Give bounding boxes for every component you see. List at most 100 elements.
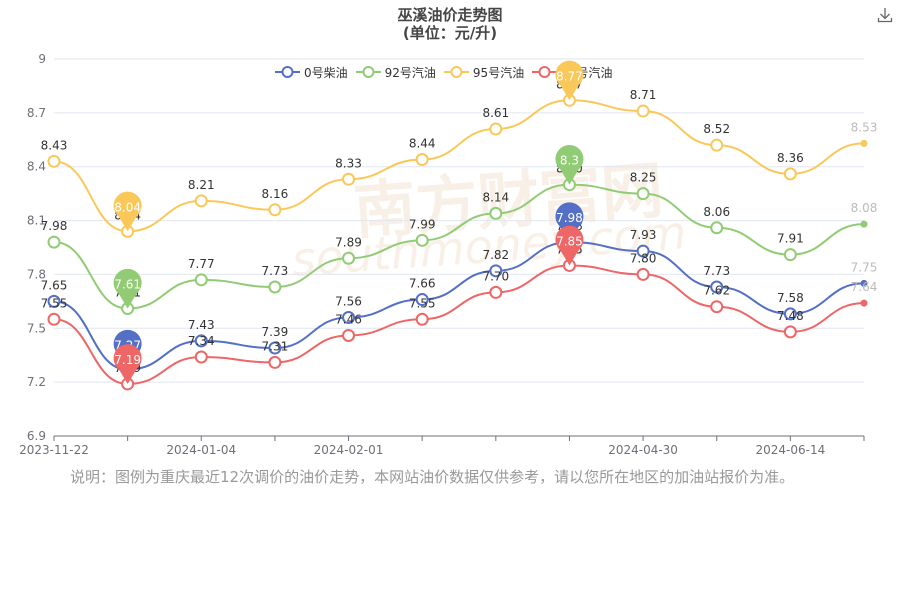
data-label: 7.80 <box>630 251 657 265</box>
y-tick-label: 8.4 <box>27 160 46 174</box>
data-point[interactable] <box>415 233 429 247</box>
data-label: 7.73 <box>262 264 289 278</box>
data-point[interactable] <box>47 235 61 249</box>
x-tick-label: 2024-02-01 <box>314 443 384 457</box>
data-point[interactable] <box>860 299 868 307</box>
data-point[interactable] <box>268 341 282 355</box>
data-point[interactable] <box>783 248 797 262</box>
data-label: 7.31 <box>262 339 289 353</box>
mark-pin: 7.98 <box>555 202 584 243</box>
legend-item-2[interactable]: 95号汽油 <box>443 64 525 81</box>
data-label: 8.08 <box>851 201 878 215</box>
data-label: 7.62 <box>703 284 730 298</box>
data-point[interactable] <box>194 334 208 348</box>
data-label: 8.43 <box>41 138 68 152</box>
pin-label: 7.85 <box>556 234 583 248</box>
data-point[interactable] <box>860 279 868 287</box>
y-tick-label: 7.8 <box>27 267 46 281</box>
data-label: 7.46 <box>335 312 362 326</box>
data-point[interactable] <box>783 167 797 181</box>
data-point[interactable] <box>860 139 868 147</box>
series-line <box>53 99 865 233</box>
data-point[interactable] <box>194 273 208 287</box>
data-point[interactable] <box>342 172 356 186</box>
data-point[interactable] <box>710 280 724 294</box>
data-label: 7.75 <box>851 260 878 274</box>
pin-label: 7.19 <box>114 353 141 367</box>
pin-shape <box>555 144 584 185</box>
y-tick-label: 8.7 <box>27 106 46 120</box>
data-point[interactable] <box>415 293 429 307</box>
data-label: 8.06 <box>703 205 730 219</box>
legend-marker <box>443 66 469 78</box>
mark-pin: 7.61 <box>113 268 142 309</box>
data-point[interactable] <box>47 294 61 308</box>
data-point[interactable] <box>710 221 724 235</box>
data-label: 7.70 <box>482 269 509 283</box>
mark-pin: 7.85 <box>555 225 584 266</box>
data-label: 7.91 <box>777 232 804 246</box>
data-point[interactable] <box>415 153 429 167</box>
legend-marker <box>275 66 300 78</box>
data-point[interactable] <box>342 311 356 325</box>
data-point[interactable] <box>636 104 650 118</box>
data-label: 8.61 <box>482 106 509 120</box>
data-label: 8.71 <box>630 88 657 102</box>
data-point[interactable] <box>489 285 503 299</box>
data-label: 7.65 <box>41 278 68 292</box>
legend-item-1[interactable]: 92号汽油 <box>355 64 436 81</box>
data-point[interactable] <box>268 203 282 217</box>
mark-pin: 8.3 <box>555 144 584 185</box>
data-label: 7.58 <box>777 291 804 305</box>
data-point[interactable] <box>342 328 356 342</box>
data-label: 8.25 <box>630 171 657 185</box>
mark-pin: 8.77 <box>555 60 584 101</box>
data-point[interactable] <box>860 220 868 228</box>
data-point[interactable] <box>636 267 650 281</box>
data-point[interactable] <box>489 264 503 278</box>
data-label: 7.48 <box>777 309 804 323</box>
data-point[interactable] <box>489 206 503 220</box>
data-point[interactable] <box>489 122 503 136</box>
y-tick-label: 6.9 <box>27 429 46 443</box>
series-1: 7.987.617.777.737.897.998.148.308.258.06… <box>41 162 878 316</box>
data-point[interactable] <box>415 312 429 326</box>
data-label: 7.77 <box>188 257 215 271</box>
pin-label: 8.04 <box>114 200 141 214</box>
data-point[interactable] <box>268 355 282 369</box>
data-point[interactable] <box>268 280 282 294</box>
data-label: 8.14 <box>482 190 509 204</box>
chart-title: 巫溪油价走势图 <box>397 6 503 24</box>
pin-shape <box>555 225 584 266</box>
data-point[interactable] <box>710 300 724 314</box>
data-point[interactable] <box>783 325 797 339</box>
data-label: 7.56 <box>335 295 362 309</box>
data-point[interactable] <box>636 187 650 201</box>
data-point[interactable] <box>47 154 61 168</box>
mark-pin: 8.04 <box>113 191 142 232</box>
data-point[interactable] <box>194 194 208 208</box>
data-point[interactable] <box>710 138 724 152</box>
chart-subtitle: (单位：元/升) <box>402 24 498 42</box>
data-point[interactable] <box>194 350 208 364</box>
data-point[interactable] <box>47 312 61 326</box>
y-tick-label: 8.1 <box>27 214 46 228</box>
legend-label: 95号汽油 <box>472 65 525 80</box>
legend-marker <box>355 66 381 78</box>
legend-marker <box>532 66 558 78</box>
series-line <box>53 241 865 371</box>
pin-label: 7.98 <box>556 211 583 225</box>
pin-shape <box>113 268 142 309</box>
data-label: 8.21 <box>188 178 215 192</box>
data-label: 7.64 <box>851 280 878 294</box>
legend-item-0[interactable]: 0号柴油 <box>275 64 348 81</box>
data-point[interactable] <box>783 307 797 321</box>
data-label: 7.43 <box>188 318 215 332</box>
data-point[interactable] <box>342 251 356 265</box>
data-point[interactable] <box>636 244 650 258</box>
download-icon[interactable] <box>876 6 894 24</box>
data-label: 7.39 <box>262 325 289 339</box>
pin-shape <box>555 60 584 101</box>
data-label: 8.33 <box>335 156 362 170</box>
